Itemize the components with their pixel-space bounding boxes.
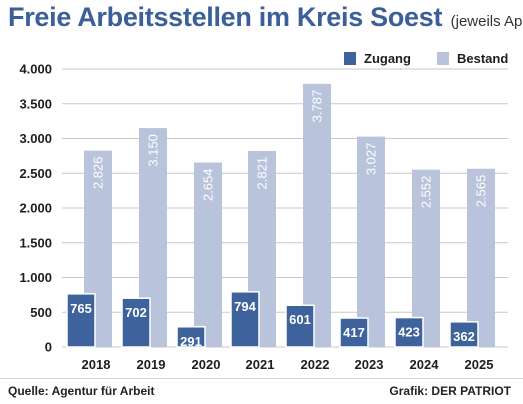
bar-bestand-value: 2.565 (474, 175, 489, 208)
x-tick-label: 2023 (355, 357, 384, 372)
bar-zugang-value: 417 (343, 325, 365, 340)
bar-bestand-value: 2.821 (255, 157, 270, 190)
bar-bestand (467, 168, 495, 347)
title-row: Freie Arbeitsstellen im Kreis Soest (jew… (8, 2, 523, 33)
chart-title: Freie Arbeitsstellen im Kreis Soest (8, 2, 443, 32)
y-tick-label: 2.500 (19, 166, 52, 181)
x-tick-label: 2021 (246, 357, 275, 372)
y-tick-label: 3.000 (19, 131, 52, 146)
bar-bestand-value: 2.552 (419, 176, 434, 209)
y-tick-label: 2.000 (19, 201, 52, 216)
bar-zugang (285, 304, 315, 348)
bar-zugang-value: 291 (180, 334, 202, 349)
bar-zugang-value: 794 (234, 299, 256, 314)
legend-label-zugang: Zugang (364, 51, 411, 66)
bar-bestand (194, 162, 222, 347)
legend-label-bestand: Bestand (457, 51, 508, 66)
y-tick-label: 1.500 (19, 235, 52, 250)
bar-zugang-value: 601 (289, 312, 311, 327)
bar-bestand-value: 3.787 (310, 90, 325, 123)
bar-zugang (176, 326, 206, 348)
x-tick-label: 2019 (137, 357, 166, 372)
x-tick-label: 2020 (192, 357, 221, 372)
bar-zugang-value: 765 (70, 301, 92, 316)
bar-bestand (357, 136, 385, 347)
bar-bestand-value: 2.826 (91, 157, 106, 190)
bar-chart: 0 500 1.000 1.500 2.000 2.500 3.000 3.500 4.000 2… (19, 51, 508, 372)
bar-zugang (121, 297, 151, 348)
bar-bestand-value: 3.027 (364, 143, 379, 176)
y-tick-label: 1.000 (19, 270, 52, 285)
bar-zugang-value: 362 (453, 329, 475, 344)
chart-subtitle: (jeweils April) (450, 13, 523, 30)
y-tick-label: 500 (30, 305, 52, 320)
bar-zugang (66, 293, 96, 348)
x-tick-label: 2025 (465, 357, 494, 372)
bar-zugang (230, 291, 260, 348)
bar-zugang (394, 316, 424, 348)
bar-zugang-value: 423 (398, 325, 420, 340)
y-tick-label: 4.000 (19, 62, 52, 77)
x-tick-label: 2024 (410, 357, 440, 372)
bar-bestand (303, 83, 331, 347)
legend-swatch-bestand (437, 52, 449, 65)
bar-bestand-value: 3.150 (146, 134, 161, 167)
graphic-credit: Grafik: DER PATRIOT (389, 384, 511, 398)
bar-zugang-value: 702 (125, 305, 147, 320)
bar-bestand-value: 2.654 (201, 169, 216, 202)
x-tick-label: 2018 (82, 357, 111, 372)
y-tick-label: 0 (45, 340, 52, 355)
legend-swatch-zugang (344, 52, 356, 65)
bar-zugang (339, 317, 369, 348)
bar-zugang (449, 321, 479, 348)
footer: Quelle: Agentur für Arbeit Grafik: DER P… (0, 378, 523, 404)
source-note: Quelle: Agentur für Arbeit (8, 384, 155, 398)
x-tick-label: 2022 (301, 357, 330, 372)
y-tick-label: 3.500 (19, 96, 52, 111)
